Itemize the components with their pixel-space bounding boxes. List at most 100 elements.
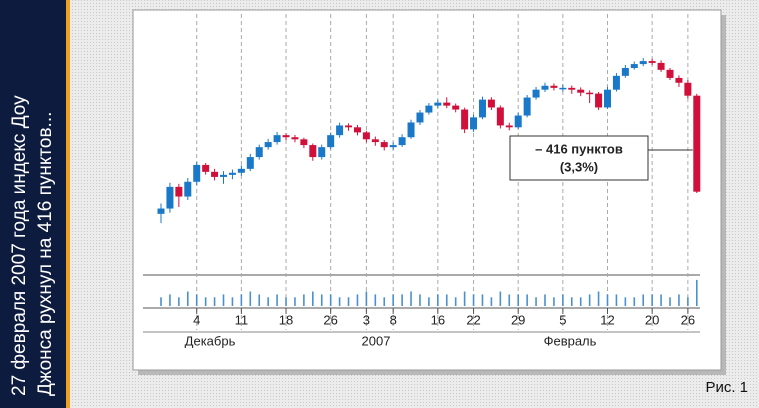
candle-body	[577, 89, 585, 93]
volume-bar	[445, 294, 448, 306]
candle-body	[568, 87, 576, 90]
volume-bar	[660, 294, 662, 306]
volume-bar	[606, 294, 609, 306]
volume-bar	[428, 297, 430, 306]
candle-body	[380, 142, 388, 148]
period-label: 2007	[362, 333, 391, 348]
candle-body	[282, 135, 290, 138]
volume-bar	[276, 294, 278, 306]
chart: 4 11 18 26 3 8 16 22 29 5 12 20 26 Декабрь 2007 Февраль…	[157, 14, 701, 348]
volume-bar	[588, 294, 591, 306]
annotation-text: (3,3%)	[560, 159, 598, 174]
x-tick-label: 8	[390, 312, 397, 327]
volume-bar	[320, 294, 323, 306]
candle-body	[193, 164, 201, 182]
candle-body	[273, 135, 281, 143]
candle-body	[237, 168, 245, 173]
volume-bar	[544, 294, 546, 306]
volume-bar	[669, 297, 671, 306]
volume-bar	[437, 294, 439, 306]
candle-body	[202, 164, 210, 172]
candle-body	[595, 93, 603, 108]
candle-body	[175, 186, 183, 197]
volume-bar	[553, 297, 555, 306]
volume-bar	[294, 297, 296, 306]
volume-bar	[169, 294, 171, 306]
volume-bar	[160, 297, 162, 306]
candle-body	[371, 139, 379, 143]
volume-bar	[642, 294, 645, 306]
candle-body	[550, 85, 558, 88]
candle-body	[434, 102, 442, 106]
volume-bar	[231, 297, 234, 306]
x-tick-label: 26	[681, 312, 695, 327]
caption-line: Джонса рухнул на 416 пунктов...	[35, 112, 56, 396]
volume-bar	[347, 297, 350, 306]
volume-bar	[499, 291, 502, 306]
volume-bar	[329, 294, 332, 306]
volume-bar	[383, 297, 386, 306]
chart-panel	[132, 9, 722, 371]
candle-body	[639, 61, 647, 65]
annotation-box	[509, 135, 649, 181]
volume-bar	[204, 297, 207, 306]
x-tick-label: 12	[600, 312, 614, 327]
candle-body	[291, 137, 299, 140]
candle-body	[407, 122, 415, 138]
candle-body	[666, 69, 674, 78]
volume-bar	[213, 297, 216, 306]
candle-body	[621, 68, 629, 76]
x-tick-label: 3	[363, 312, 370, 327]
x-tick-label: 16	[431, 312, 445, 327]
volume-bar	[374, 294, 377, 306]
volume-bar	[463, 291, 466, 306]
candle-body	[586, 92, 594, 95]
candle-body	[318, 147, 326, 158]
period-label: Февраль	[544, 333, 597, 348]
volume-bar	[597, 291, 600, 306]
candle-body	[648, 61, 656, 63]
candle-body	[246, 157, 254, 169]
candle-body	[443, 102, 451, 106]
volume-bar	[338, 297, 341, 306]
volume-bar	[633, 297, 636, 306]
candle-body	[452, 105, 460, 110]
candle-body	[461, 109, 469, 130]
volume-bar	[249, 291, 252, 306]
x-tick-label: 22	[466, 312, 480, 327]
volume-bar	[562, 294, 564, 306]
figure-label: Рис. 1	[705, 379, 748, 396]
volume-bar	[392, 294, 394, 306]
candle-body	[559, 87, 567, 90]
candle-body	[684, 82, 692, 96]
volume-bar	[490, 297, 493, 306]
volume-bar	[579, 297, 582, 306]
candle-body	[425, 105, 433, 113]
candle-body	[478, 99, 486, 118]
side-stripe	[66, 0, 70, 408]
candle-body	[336, 125, 344, 136]
candle-body	[675, 77, 683, 83]
volume-bar	[356, 294, 359, 306]
volume-bar	[410, 291, 412, 306]
candle-body	[389, 145, 397, 148]
candle-body	[604, 89, 611, 108]
volume-bar	[472, 294, 475, 306]
candle-body	[255, 147, 263, 158]
candle-body	[353, 127, 361, 133]
period-label: Декабрь	[185, 333, 236, 348]
annotation-text: – 416 пунктов	[535, 141, 623, 156]
volume-bar	[258, 294, 261, 306]
volume-bar	[651, 294, 653, 306]
x-tick-label: 5	[559, 312, 566, 327]
volume-bar	[696, 279, 698, 306]
candle-body	[166, 186, 174, 209]
candle-body	[220, 174, 228, 177]
candle-body	[693, 95, 701, 192]
x-tick-label: 29	[511, 312, 525, 327]
candle-body	[514, 115, 522, 128]
volume-bar	[535, 297, 537, 306]
candle-body	[264, 142, 272, 148]
